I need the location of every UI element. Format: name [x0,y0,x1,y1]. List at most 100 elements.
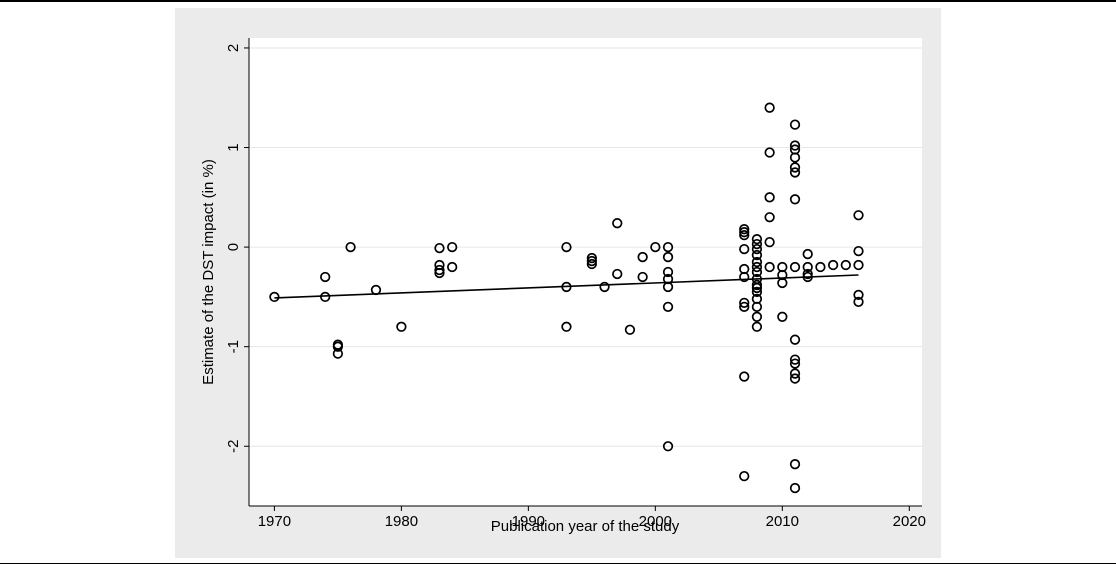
data-point [789,119,801,130]
data-point [751,238,763,250]
data-point [650,241,661,253]
data-point [751,261,763,273]
x-tick-label: 2020 [893,513,926,530]
data-point [789,459,801,470]
data-point [662,441,674,452]
data-point [789,334,801,345]
data-point [332,341,344,352]
data-point [789,261,801,273]
data-point [447,241,458,253]
x-tick-label: 1980 [385,513,418,530]
data-point [777,311,788,322]
data-point [739,470,750,482]
data-point [815,261,826,273]
x-axis-ticks: 1970 1980 1990 2000 2010 2020 [258,506,926,530]
data-point [637,251,648,263]
data-point [739,301,750,313]
data-point [739,224,750,235]
data-point [764,102,775,113]
data-point [586,258,597,270]
data-point [764,212,775,223]
data-point [320,291,331,303]
data-point [739,297,750,309]
data-point [586,252,597,264]
y-tick-label: 2 [225,44,242,52]
data-point [269,291,280,303]
data-point [751,233,763,245]
data-point [764,192,775,203]
y-axis-ticks: -2 -1 0 1 2 [225,44,249,453]
data-point [662,251,674,263]
data-point [320,271,331,283]
data-point [853,245,864,257]
data-point [751,266,763,278]
data-point [789,194,801,205]
data-point [751,286,763,298]
data-point [802,261,813,273]
data-point [789,354,801,365]
y-tick-label: 1 [225,143,242,151]
data-point [739,371,750,382]
data-point [612,218,623,229]
x-tick-label: 2010 [766,513,799,530]
data-point [789,152,801,163]
data-point [802,248,813,260]
data-point [751,243,763,255]
data-point [789,358,801,369]
x-axis-title: Publication year of the study [491,518,680,535]
data-point [751,311,763,322]
data-point [853,296,864,308]
data-point [751,301,763,313]
data-point [789,162,801,173]
data-point [662,301,674,313]
data-point [637,271,648,283]
plot-area [249,38,922,506]
y-tick-label: -2 [225,440,242,453]
y-tick-label: -1 [225,340,242,353]
data-point [739,227,750,238]
data-point [332,348,344,359]
data-point [586,255,597,267]
data-point [789,368,801,379]
x-tick-label: 1990 [512,513,545,530]
gridlines [249,47,922,447]
data-point [662,266,674,278]
data-point [561,241,572,253]
data-point [345,241,356,253]
data-point [739,230,750,241]
data-point [751,282,763,294]
data-point [751,249,763,261]
data-point [396,321,407,332]
data-point [751,256,763,268]
data-point [840,259,851,271]
data-point [434,267,445,279]
x-tick-label: 2000 [639,513,672,530]
data-point [789,140,801,151]
data-point [764,236,775,248]
data-point [739,243,750,255]
data-point [789,373,801,384]
x-tick-label: 1970 [258,513,291,530]
data-point [853,259,864,271]
data-point [612,268,623,280]
data-point [447,261,458,273]
y-axis-title: Estimate of the DST impact (in %) [200,159,217,385]
data-point [624,324,636,335]
data-point [434,242,445,254]
y-tick-label: 0 [225,243,242,251]
data-point [751,279,763,291]
data-point [853,210,864,221]
data-point [764,147,775,158]
data-point [802,268,813,280]
data-point [561,321,572,332]
data-point [853,289,864,301]
data-point [751,321,763,332]
data-point [789,167,801,178]
data-points [269,102,864,494]
data-point [789,482,801,494]
fit-line [274,274,859,299]
data-point [662,241,674,253]
data-point [599,281,610,293]
data-point [434,264,445,276]
